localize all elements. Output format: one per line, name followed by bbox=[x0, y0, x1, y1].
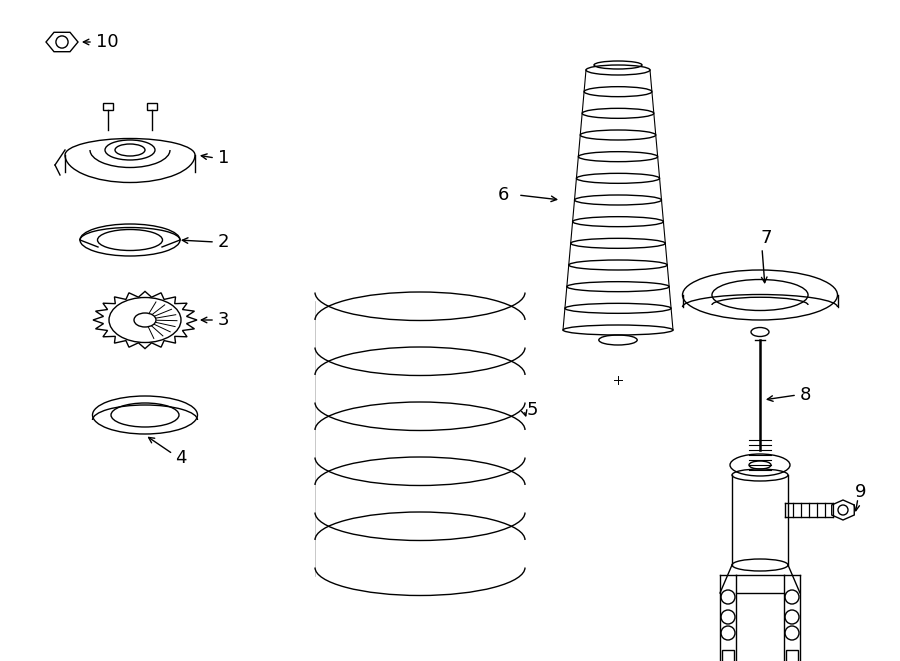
Text: 1: 1 bbox=[218, 149, 230, 167]
Text: 7: 7 bbox=[760, 229, 771, 247]
Text: 3: 3 bbox=[218, 311, 230, 329]
Text: 4: 4 bbox=[175, 449, 186, 467]
Text: 8: 8 bbox=[800, 386, 812, 404]
Text: 6: 6 bbox=[498, 186, 509, 204]
Bar bbox=[786, 650, 798, 661]
Text: 9: 9 bbox=[855, 483, 867, 501]
Bar bbox=[722, 650, 734, 661]
Text: 5: 5 bbox=[527, 401, 538, 419]
Text: 2: 2 bbox=[218, 233, 230, 251]
Text: 10: 10 bbox=[96, 33, 119, 51]
